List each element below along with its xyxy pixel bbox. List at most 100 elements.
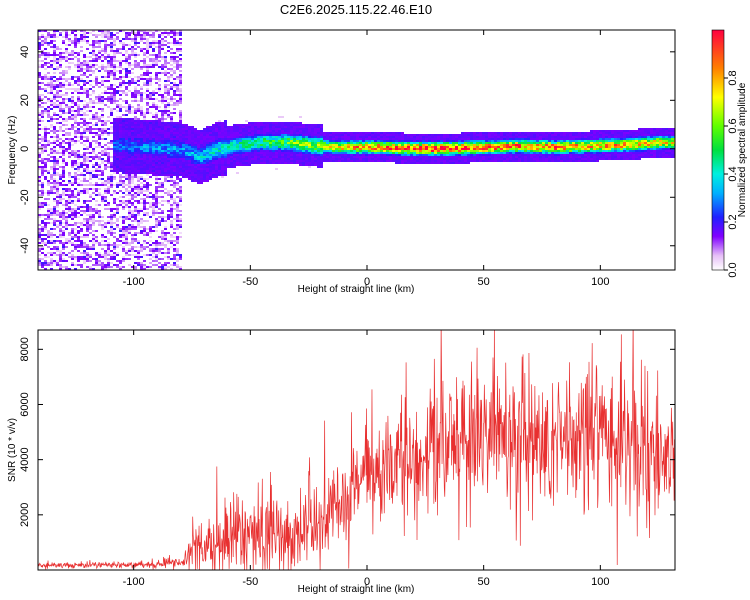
spectrogram-cell xyxy=(281,160,284,162)
spectrogram-cell xyxy=(167,126,170,128)
spectrogram-cell xyxy=(53,62,56,64)
spectrogram-cell xyxy=(116,170,119,172)
spectrogram-cell xyxy=(182,144,185,146)
spectrogram-cell xyxy=(89,156,92,158)
spectrogram-cell xyxy=(137,30,140,32)
spectrogram-cell xyxy=(71,150,74,152)
spectrogram-cell xyxy=(251,122,254,124)
spectrogram-cell xyxy=(50,60,53,62)
spectrogram-cell xyxy=(47,142,50,144)
spectrogram-cell xyxy=(92,30,95,32)
spectrogram-cell xyxy=(308,140,311,142)
spectrogram-cell xyxy=(95,78,98,80)
spectrogram-cell xyxy=(77,76,80,78)
spectrogram-cell xyxy=(296,152,299,154)
spectrogram-cell xyxy=(89,66,92,68)
spectrogram-cell xyxy=(146,146,149,148)
spectrogram-cell xyxy=(98,42,101,44)
spectrogram-cell xyxy=(98,264,101,266)
spectrogram-cell xyxy=(137,184,140,186)
spectrogram-cell xyxy=(131,134,134,136)
spectrogram-cell xyxy=(125,50,128,52)
spectrogram-cell xyxy=(245,156,248,158)
spectrogram-cell xyxy=(191,146,194,148)
spectrogram-cell xyxy=(62,216,65,218)
spectrogram-cell xyxy=(389,146,392,148)
spectrogram-cell xyxy=(170,210,173,212)
spectrogram-cell xyxy=(401,158,404,160)
spectrogram-cell xyxy=(371,142,374,144)
spectrogram-cell xyxy=(323,142,326,144)
spectrogram-cell xyxy=(302,152,305,154)
spectrogram-cell xyxy=(146,130,149,132)
spectrogram-cell xyxy=(125,240,128,242)
spectrogram-cell xyxy=(182,168,185,170)
spectrogram-cell xyxy=(143,32,146,34)
spectrogram-cell xyxy=(221,132,224,134)
spectrogram-cell xyxy=(101,262,104,264)
spectrogram-cell xyxy=(167,68,170,70)
spectrogram-cell xyxy=(215,122,218,124)
spectrogram-cell xyxy=(173,92,176,94)
spectrogram-cell xyxy=(350,142,353,144)
spectrogram-cell xyxy=(107,34,110,36)
spectrogram-cell xyxy=(275,144,278,146)
spectrogram-cell xyxy=(77,206,80,208)
spectrogram-cell xyxy=(62,158,65,160)
spectrogram-cell xyxy=(344,140,347,142)
spectrogram-cell xyxy=(125,200,128,202)
spectrogram-cell xyxy=(143,58,146,60)
spectrogram-cell xyxy=(62,180,65,182)
spectrogram-cell xyxy=(179,158,182,160)
spectrogram-cell xyxy=(131,130,134,132)
spectrogram-cell xyxy=(173,218,176,220)
spectrogram-cell xyxy=(47,246,50,248)
spectrogram-cell xyxy=(299,126,302,128)
spectrogram-cell xyxy=(92,218,95,220)
spectrogram-cell xyxy=(146,170,149,172)
spectrogram-cell xyxy=(173,158,176,160)
spectrogram-cell xyxy=(239,124,242,126)
spectrogram-cell xyxy=(299,130,302,132)
spectrogram-cell xyxy=(95,254,98,256)
spectrogram-cell xyxy=(80,108,83,110)
spectrogram-cell xyxy=(344,152,347,154)
spectrogram-cell xyxy=(344,136,347,138)
spectrogram-cell xyxy=(137,264,140,266)
spectrogram-cell xyxy=(80,230,83,232)
spectrogram-cell xyxy=(113,40,116,42)
spectrogram-cell xyxy=(80,38,83,40)
spectrogram-cell xyxy=(44,48,47,50)
spectrogram-cell xyxy=(170,32,173,34)
spectrogram-cell xyxy=(137,134,140,136)
spectrogram-cell xyxy=(386,154,389,156)
spectrogram-cell xyxy=(86,234,89,236)
spectrogram-cell xyxy=(56,106,59,108)
spectrogram-cell xyxy=(86,184,89,186)
spectrogram-cell xyxy=(77,244,80,246)
spectrogram-cell xyxy=(161,114,164,116)
spectrogram-cell xyxy=(128,152,131,154)
spectrogram-cell xyxy=(161,150,164,152)
spectrogram-cell xyxy=(140,230,143,232)
spectrogram-cell xyxy=(158,50,161,52)
spectrogram-cell xyxy=(158,54,161,56)
spectrogram-cell xyxy=(317,126,320,128)
spectrogram-cell xyxy=(320,126,323,128)
spectrogram-cell xyxy=(179,112,182,114)
spectrogram-cell xyxy=(59,212,62,214)
spectrogram-cell xyxy=(104,48,107,50)
spectrogram-cell xyxy=(65,246,68,248)
spectrogram-cell xyxy=(272,144,275,146)
spectrogram-cell xyxy=(119,152,122,154)
spectrogram-cell xyxy=(83,54,86,56)
spectrogram-cell xyxy=(212,152,215,154)
spectrogram-cell xyxy=(47,128,50,130)
spectrogram-cell xyxy=(107,60,110,62)
spectrogram-cell xyxy=(53,142,56,144)
spectrogram-cell xyxy=(137,62,140,64)
spectrogram-cell xyxy=(140,126,143,128)
spectrogram-cell xyxy=(287,122,290,124)
spectrogram-cell xyxy=(296,162,299,164)
spectrogram-cell xyxy=(260,122,263,124)
